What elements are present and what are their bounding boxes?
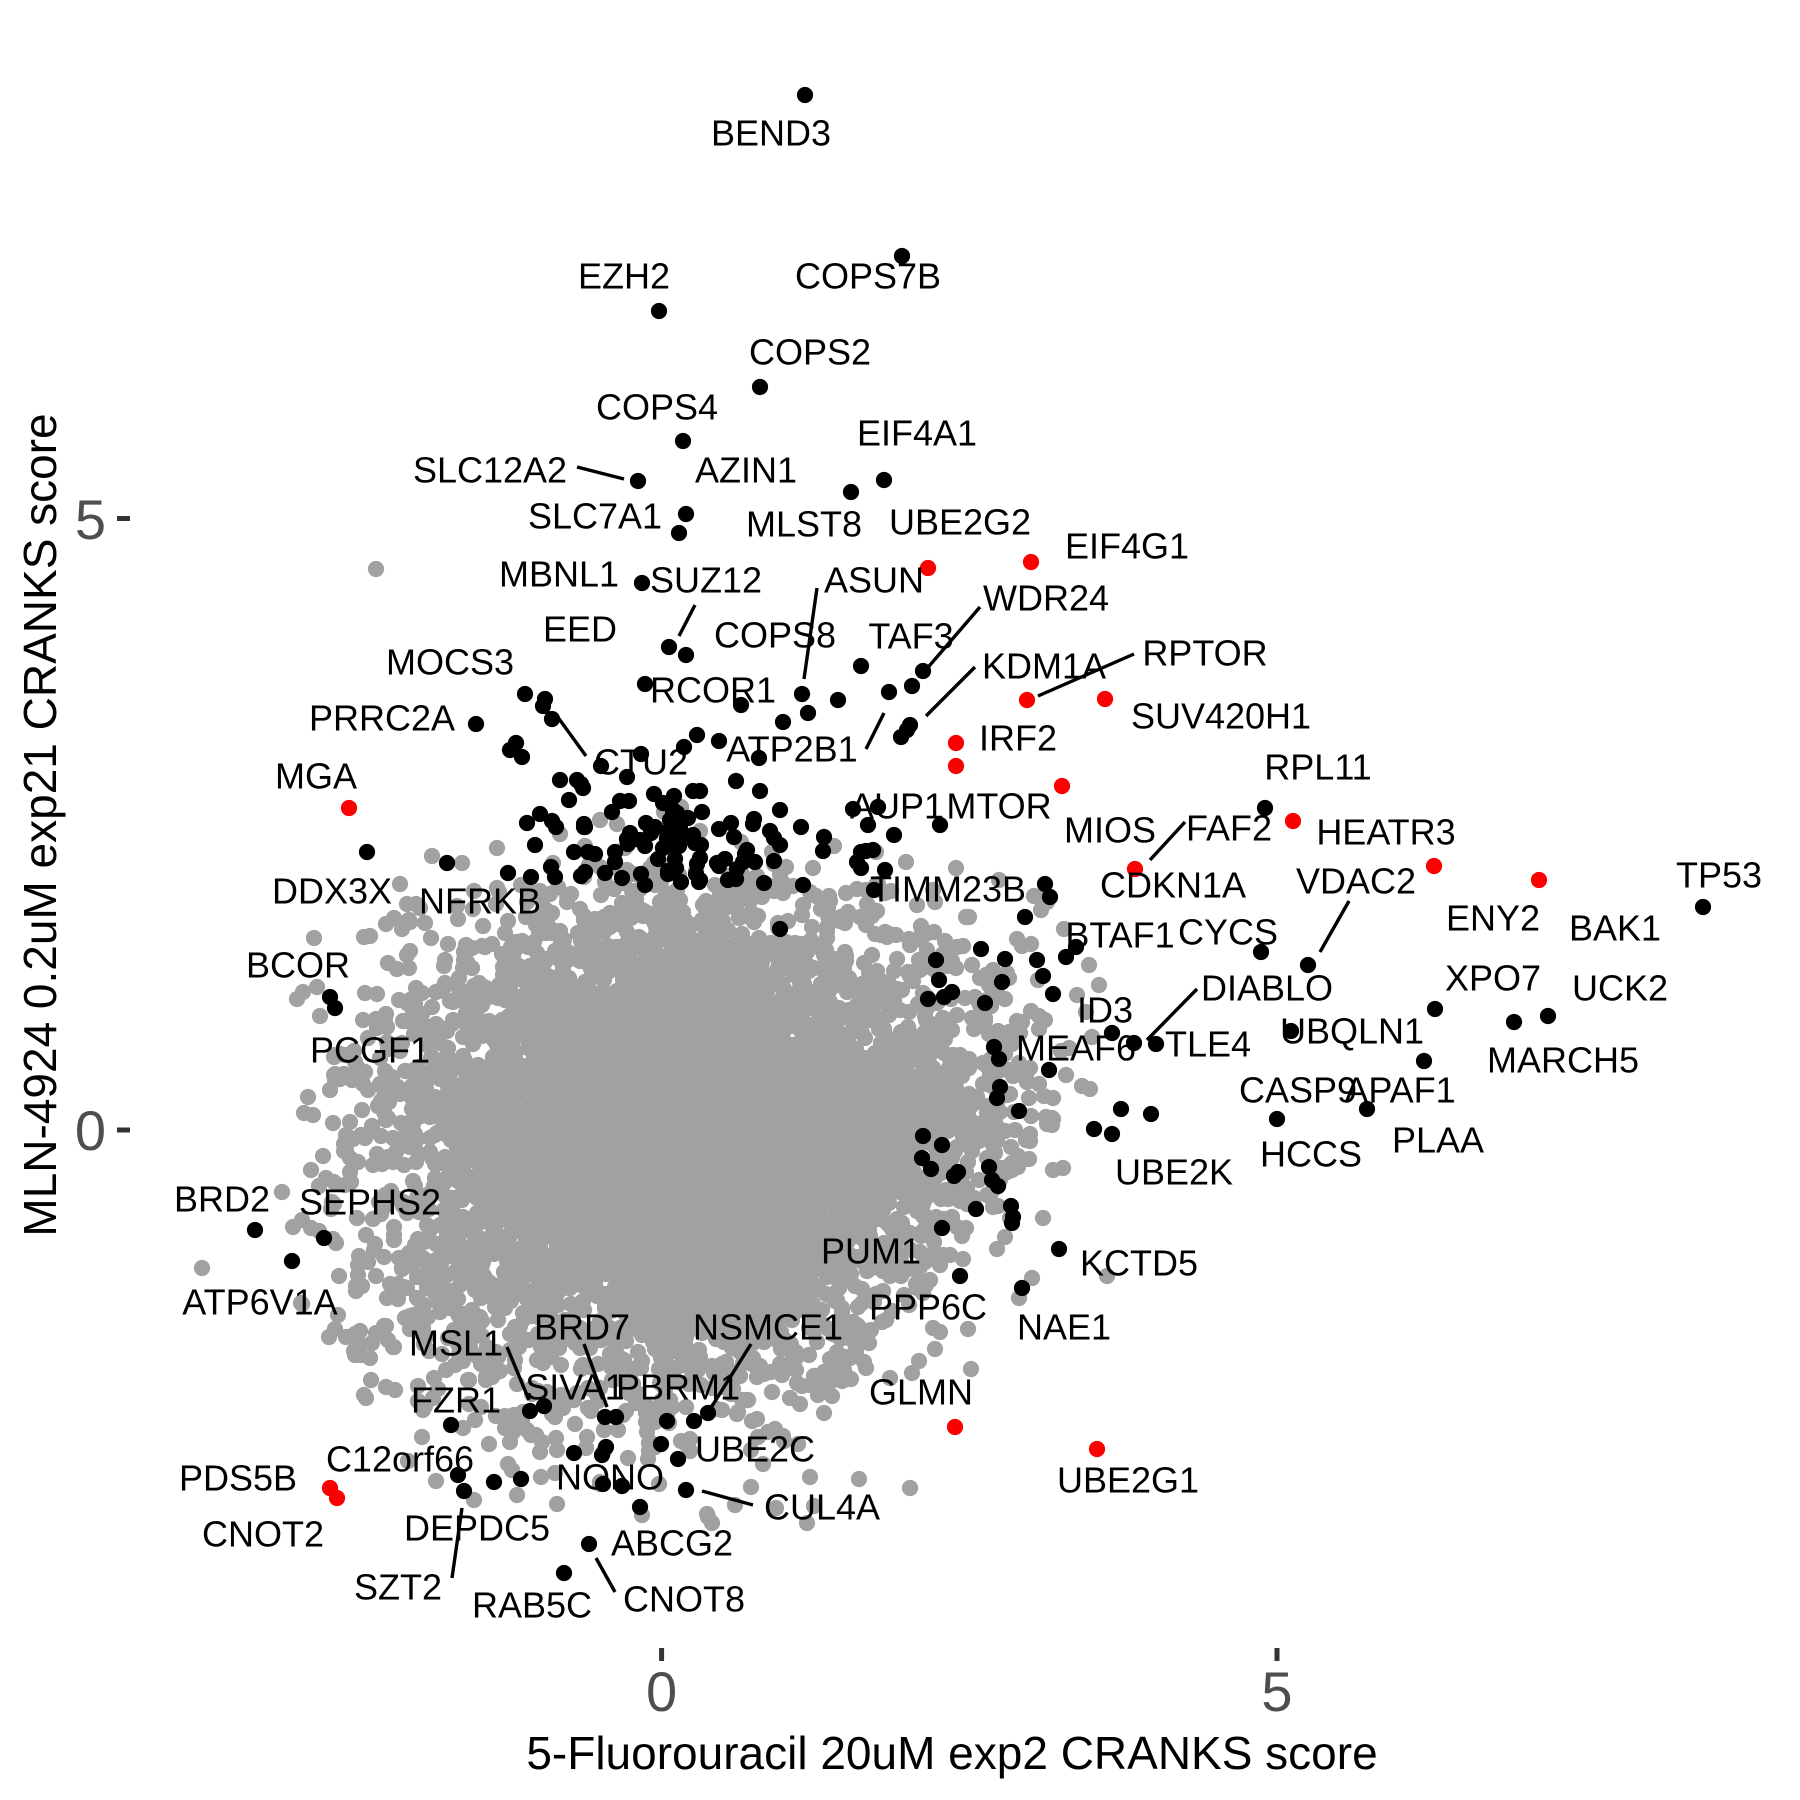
svg-text:5-Fluorouracil 20uM exp2 CRANK: 5-Fluorouracil 20uM exp2 CRANKS score bbox=[526, 1727, 1377, 1779]
svg-text:UCK2: UCK2 bbox=[1572, 968, 1668, 1009]
svg-text:SUZ12: SUZ12 bbox=[650, 560, 762, 601]
svg-text:RAB5C: RAB5C bbox=[472, 1585, 592, 1626]
svg-text:UBE2K: UBE2K bbox=[1115, 1152, 1233, 1193]
svg-text:TP53: TP53 bbox=[1676, 855, 1762, 896]
svg-text:PPP6C: PPP6C bbox=[869, 1287, 987, 1328]
svg-text:NSMCE1: NSMCE1 bbox=[693, 1307, 843, 1348]
svg-text:FAF2: FAF2 bbox=[1186, 808, 1272, 849]
svg-text:BRD2: BRD2 bbox=[174, 1179, 270, 1220]
svg-text:GLMN: GLMN bbox=[869, 1372, 973, 1413]
svg-text:CYCS: CYCS bbox=[1178, 912, 1278, 953]
svg-text:EZH2: EZH2 bbox=[578, 256, 670, 297]
svg-text:COPS7B: COPS7B bbox=[795, 256, 941, 297]
svg-text:MLN-4924 0.2uM exp21 CRANKS sc: MLN-4924 0.2uM exp21 CRANKS score bbox=[14, 413, 66, 1236]
svg-text:MTOR: MTOR bbox=[946, 786, 1051, 827]
svg-text:BRD7: BRD7 bbox=[534, 1307, 630, 1348]
svg-text:NONO: NONO bbox=[556, 1457, 664, 1498]
svg-text:AZIN1: AZIN1 bbox=[695, 450, 797, 491]
svg-text:EED: EED bbox=[543, 609, 617, 650]
svg-text:PRRC2A: PRRC2A bbox=[309, 698, 455, 739]
svg-text:HCCS: HCCS bbox=[1260, 1134, 1362, 1175]
svg-text:BTAF1: BTAF1 bbox=[1065, 915, 1174, 956]
svg-text:SLC12A2: SLC12A2 bbox=[413, 450, 567, 491]
svg-text:BCOR: BCOR bbox=[246, 945, 350, 986]
svg-text:TLE4: TLE4 bbox=[1165, 1024, 1251, 1065]
svg-text:SEPHS2: SEPHS2 bbox=[299, 1182, 441, 1223]
svg-text:NAE1: NAE1 bbox=[1017, 1307, 1111, 1348]
svg-text:MIOS: MIOS bbox=[1064, 810, 1156, 851]
svg-text:5: 5 bbox=[1261, 1660, 1292, 1723]
svg-text:PDS5B: PDS5B bbox=[179, 1458, 297, 1499]
svg-text:SZT2: SZT2 bbox=[354, 1567, 442, 1608]
svg-text:5: 5 bbox=[75, 488, 106, 551]
svg-text:COPS4: COPS4 bbox=[596, 387, 718, 428]
svg-text:ENY2: ENY2 bbox=[1446, 898, 1540, 939]
svg-text:BAK1: BAK1 bbox=[1569, 908, 1661, 949]
svg-text:AUP1: AUP1 bbox=[850, 786, 944, 827]
svg-text:EIF4A1: EIF4A1 bbox=[857, 413, 977, 454]
svg-text:MSL1: MSL1 bbox=[409, 1323, 503, 1364]
svg-text:0: 0 bbox=[75, 1099, 106, 1162]
svg-text:SLC7A1: SLC7A1 bbox=[528, 496, 662, 537]
svg-text:TAF3: TAF3 bbox=[868, 616, 953, 657]
svg-text:RPL11: RPL11 bbox=[1264, 747, 1371, 788]
svg-text:UBQLN1: UBQLN1 bbox=[1280, 1011, 1424, 1052]
svg-text:ATP2B1: ATP2B1 bbox=[726, 729, 857, 770]
svg-text:BEND3: BEND3 bbox=[711, 113, 831, 154]
svg-text:COPS8: COPS8 bbox=[714, 615, 836, 656]
svg-text:PLAA: PLAA bbox=[1392, 1120, 1484, 1161]
svg-text:UBE2G2: UBE2G2 bbox=[889, 502, 1031, 543]
svg-text:DEPDC5: DEPDC5 bbox=[404, 1508, 550, 1549]
svg-text:KDM1A: KDM1A bbox=[982, 646, 1106, 687]
svg-text:MOCS3: MOCS3 bbox=[386, 642, 514, 683]
svg-text:XPO7: XPO7 bbox=[1445, 958, 1541, 999]
svg-text:TIMM23B: TIMM23B bbox=[870, 869, 1026, 910]
svg-text:APAF1: APAF1 bbox=[1344, 1070, 1455, 1111]
svg-text:KCTD5: KCTD5 bbox=[1080, 1243, 1198, 1284]
svg-text:MEAF6: MEAF6 bbox=[1016, 1028, 1136, 1069]
svg-text:CNOT2: CNOT2 bbox=[202, 1514, 324, 1555]
svg-text:PCGF1: PCGF1 bbox=[310, 1030, 430, 1071]
svg-text:DDX3X: DDX3X bbox=[272, 871, 392, 912]
svg-text:NFRKB: NFRKB bbox=[419, 881, 541, 922]
svg-text:MBNL1: MBNL1 bbox=[499, 554, 619, 595]
svg-text:CTU2: CTU2 bbox=[594, 742, 688, 783]
svg-text:RCOR1: RCOR1 bbox=[650, 670, 776, 711]
svg-text:IRF2: IRF2 bbox=[979, 718, 1057, 759]
svg-text:UBE2G1: UBE2G1 bbox=[1057, 1460, 1199, 1501]
svg-text:PUM1: PUM1 bbox=[821, 1231, 921, 1272]
svg-text:UBE2C: UBE2C bbox=[695, 1429, 815, 1470]
svg-text:ID3: ID3 bbox=[1077, 990, 1133, 1031]
svg-text:ATP6V1A: ATP6V1A bbox=[182, 1282, 337, 1323]
svg-text:WDR24: WDR24 bbox=[983, 578, 1109, 619]
svg-text:CASP9: CASP9 bbox=[1239, 1070, 1357, 1111]
svg-text:0: 0 bbox=[646, 1660, 677, 1723]
svg-text:HEATR3: HEATR3 bbox=[1316, 812, 1455, 853]
svg-text:RPTOR: RPTOR bbox=[1142, 633, 1267, 674]
svg-text:MLST8: MLST8 bbox=[746, 504, 862, 545]
svg-text:SUV420H1: SUV420H1 bbox=[1131, 696, 1311, 737]
svg-text:ASUN: ASUN bbox=[824, 560, 924, 601]
svg-text:C12orf66: C12orf66 bbox=[326, 1439, 474, 1480]
svg-text:COPS2: COPS2 bbox=[749, 332, 871, 373]
svg-text:SIVA1: SIVA1 bbox=[525, 1367, 624, 1408]
svg-text:PBRM1: PBRM1 bbox=[616, 1367, 740, 1408]
svg-text:CDKN1A: CDKN1A bbox=[1100, 865, 1246, 906]
svg-text:CUL4A: CUL4A bbox=[764, 1487, 880, 1528]
svg-text:VDAC2: VDAC2 bbox=[1296, 861, 1416, 902]
svg-text:MARCH5: MARCH5 bbox=[1487, 1040, 1639, 1081]
svg-text:MGA: MGA bbox=[275, 756, 357, 797]
svg-text:FZR1: FZR1 bbox=[411, 1380, 501, 1421]
svg-text:ABCG2: ABCG2 bbox=[611, 1523, 733, 1564]
svg-text:DIABLO: DIABLO bbox=[1201, 968, 1333, 1009]
svg-text:EIF4G1: EIF4G1 bbox=[1065, 526, 1189, 567]
svg-text:CNOT8: CNOT8 bbox=[623, 1579, 745, 1620]
